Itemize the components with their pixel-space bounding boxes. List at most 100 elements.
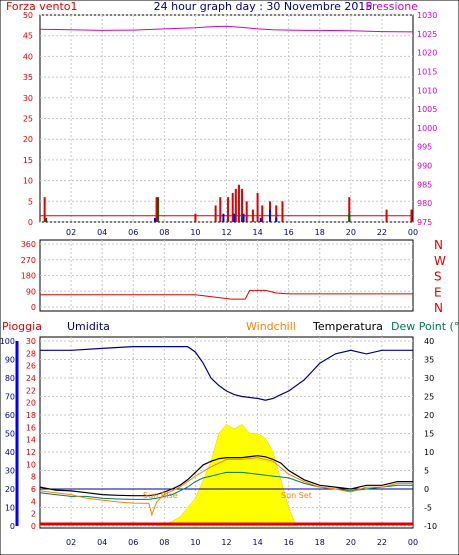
tick-label-pressure: 1010 <box>417 86 437 95</box>
gust-bar <box>227 197 230 222</box>
wind-direction-line <box>40 289 413 300</box>
tick-label-rain: 12 <box>26 448 36 457</box>
tick-label-direction: 0 <box>31 303 36 312</box>
x-tick-label: 02 <box>66 228 76 237</box>
tick-label-humidity: 60 <box>5 411 15 420</box>
tick-label-rain: 30 <box>26 337 36 346</box>
windchill-line <box>39 457 413 517</box>
tick-label-humidity: 40 <box>5 448 15 457</box>
wind-bar <box>259 217 262 222</box>
x-tick-label: 08 <box>159 228 169 237</box>
wind-bar <box>233 213 236 222</box>
tick-label-wind: 0 <box>28 218 33 227</box>
tick-label-rain: 28 <box>26 349 36 358</box>
compass-label: N <box>434 238 443 252</box>
avg-wind-bar <box>348 213 351 222</box>
x-tick-label: 02 <box>66 538 76 547</box>
x-tick-label: 20 <box>346 538 356 547</box>
x-tick-label: 04 <box>97 538 107 547</box>
tick-label-rain: 24 <box>26 374 36 383</box>
tick-label-rain: 18 <box>26 411 36 420</box>
tick-label-humidity: 70 <box>5 393 15 402</box>
gust-bar <box>410 209 413 222</box>
x-tick-label: 08 <box>159 538 169 547</box>
x-tick-label: 16 <box>284 538 294 547</box>
x-tick-label: 12 <box>221 538 231 547</box>
pressure-label: Pressione <box>366 0 419 13</box>
tick-label-temperature: 30 <box>424 374 434 383</box>
tick-label-pressure: 975 <box>417 218 432 227</box>
gust-bar <box>241 188 244 222</box>
x-tick-label: 00 <box>408 538 418 547</box>
compass-label: S <box>434 270 442 284</box>
tick-label-humidity: 50 <box>5 430 15 439</box>
tick-label-humidity: 20 <box>5 485 15 494</box>
wind-bar <box>222 213 225 222</box>
tick-label-wind: 15 <box>23 156 33 165</box>
humidity-line <box>40 346 413 401</box>
windchill-label: Windchill <box>246 320 296 333</box>
solar-radiation-area <box>158 423 297 527</box>
sunrise-label: Sun Rise <box>143 491 178 500</box>
x-tick-label: 14 <box>252 538 262 547</box>
tick-label-rain: 16 <box>26 423 36 432</box>
tick-label-wind: 45 <box>23 32 33 41</box>
tick-label-wind: 25 <box>23 115 33 124</box>
tick-label-temperature: 35 <box>424 356 434 365</box>
avg-wind-bar <box>157 197 160 222</box>
graph-title: 24 hour graph day : 30 Novembre 2015 <box>154 0 373 13</box>
gust-bar <box>43 197 46 222</box>
x-tick-label: 16 <box>284 228 294 237</box>
tick-label-wind: 50 <box>23 11 33 20</box>
x-tick-label: 20 <box>346 228 356 237</box>
gust-bar <box>234 188 237 222</box>
tick-label-rain: 6 <box>31 485 36 494</box>
gust-bar <box>256 193 259 222</box>
tick-label-rain: 20 <box>26 399 36 408</box>
x-tick-label: 22 <box>377 538 387 547</box>
tick-label-temperature: 25 <box>424 393 434 402</box>
avg-wind-bar <box>241 217 244 222</box>
tick-label-wind: 10 <box>23 177 33 186</box>
tick-label-temperature: -10 <box>424 522 437 531</box>
compass-label: W <box>434 254 446 268</box>
tick-label-wind: 20 <box>23 135 33 144</box>
wind-bar <box>275 217 278 222</box>
tick-label-pressure: 990 <box>417 162 432 171</box>
tick-label-temperature: 20 <box>424 411 434 420</box>
tick-label-wind: 30 <box>23 94 33 103</box>
tick-label-pressure: 985 <box>417 180 432 189</box>
tick-label-humidity: 100 <box>0 337 15 346</box>
x-tick-label: 14 <box>252 228 262 237</box>
tick-label-pressure: 980 <box>417 199 432 208</box>
sunset-label: Sun Set <box>281 491 312 500</box>
wind-bar <box>154 217 157 222</box>
tick-label-rain: 4 <box>31 497 36 506</box>
x-tick-label: 06 <box>128 228 138 237</box>
x-tick-label: 04 <box>97 228 107 237</box>
tick-label-temperature: 15 <box>424 430 434 439</box>
avg-wind-bar <box>45 217 48 222</box>
temperature-line <box>39 455 413 497</box>
wind-force-label: Forza vento1 <box>6 0 78 13</box>
gust-bar <box>219 197 222 222</box>
tick-label-rain: 2 <box>31 510 36 519</box>
tick-label-humidity: 30 <box>5 467 15 476</box>
gust-bar <box>275 205 278 222</box>
tick-label-rain: 14 <box>26 436 36 445</box>
tick-label-temperature: 5 <box>424 467 429 476</box>
gust-bar <box>214 205 217 222</box>
gust-bar <box>231 193 234 222</box>
gust-bar <box>281 201 284 222</box>
tick-label-direction: 180 <box>21 272 36 281</box>
tick-label-pressure: 1030 <box>417 11 437 20</box>
wind-bar <box>269 209 272 222</box>
tick-label-wind: 40 <box>23 52 33 61</box>
compass-label: E <box>434 285 442 299</box>
compass-label: N <box>434 301 443 315</box>
gust-bar <box>251 209 254 222</box>
tick-label-direction: 270 <box>21 256 36 265</box>
tick-label-direction: 360 <box>21 240 36 249</box>
tick-label-pressure: 1025 <box>417 30 437 39</box>
